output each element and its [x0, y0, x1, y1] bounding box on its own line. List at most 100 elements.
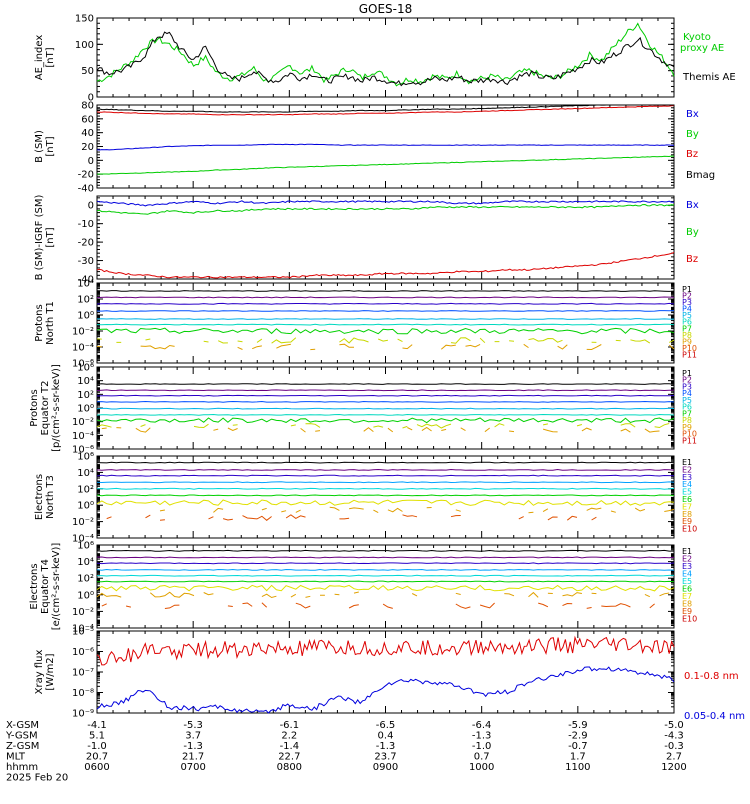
y-axis-label: Electrons: [29, 563, 40, 609]
series-line-1: [96, 666, 675, 714]
orbit-value: -1.3: [183, 741, 203, 752]
orbit-value: 0900: [373, 762, 398, 773]
legend-themis-ae: Themis AE: [682, 72, 736, 83]
panel-b_sm: -40 -20 0 20 40 60 80 B (SM) [nT]: [34, 101, 675, 195]
flux-line-1: [96, 383, 675, 385]
legend-entry: P3: [682, 382, 692, 391]
orbit-row-label: Z-GSM: [6, 741, 39, 752]
flux-line-3: [96, 562, 675, 565]
y-axis-label: [e/(cm²-s-sr-keV)]: [51, 543, 62, 631]
legend-bz: Bz: [686, 254, 698, 265]
y-tick-label: 10⁶: [77, 541, 94, 552]
legend-entry: E3: [682, 473, 692, 482]
orbit-value: 22.7: [278, 752, 300, 763]
y-tick-label: 10⁶: [77, 363, 94, 374]
legend-entry: P2: [682, 292, 692, 301]
flux-line-8: [96, 591, 670, 599]
legend-entry: E2: [682, 465, 692, 474]
y-axis-label: Electrons: [34, 474, 45, 520]
y-tick-label: 0: [88, 201, 94, 212]
orbit-value: 1200: [661, 762, 686, 773]
y-tick-label: 10⁻⁵: [72, 627, 94, 638]
flux-line-1: [96, 290, 675, 292]
legend-entry: P1: [682, 285, 692, 294]
legend-bx: Bx: [686, 109, 699, 120]
y-tick-label: 10²: [77, 390, 94, 401]
flux-line-5: [97, 574, 674, 577]
flux-line-2: [96, 296, 675, 299]
orbit-value: -6.1: [280, 720, 300, 731]
y-tick-label: -20: [78, 238, 94, 249]
legend-entry: E10: [682, 525, 697, 534]
panel-b_igrf: -40 -30 -20 -10 0 B (SM)-IGRF (SM) [nT]: [34, 195, 675, 286]
panel-frame: [96, 282, 675, 364]
flux-line-2: [96, 389, 675, 392]
series-line-0: [96, 22, 675, 87]
orbit-value: -5.0: [664, 720, 684, 731]
y-axis-label: Xray flux: [34, 650, 45, 695]
orbit-value: -0.3: [664, 741, 684, 752]
orbit-value: -1.4: [280, 741, 300, 752]
legend-entry: P9: [682, 337, 692, 346]
y-tick-label: 0: [88, 93, 94, 104]
panel-protons_t1: 10⁻⁶ 10⁻⁴ 10⁻² 10⁰ 10² 10⁴ Protons North T1 P1P2…: [34, 279, 697, 370]
orbit-value: -0.7: [568, 741, 588, 752]
flux-line-8: [96, 337, 675, 344]
series-line-0: [96, 635, 675, 666]
legend-by: By: [686, 227, 699, 238]
y-axis-label: Protons: [29, 389, 40, 426]
legend-entry: E4: [682, 480, 692, 489]
orbit-value: -4.3: [664, 731, 684, 742]
y-axis-label: Equator T4: [40, 559, 51, 614]
legend-entry: E3: [682, 562, 692, 571]
flux-line-6: [96, 323, 675, 326]
orbit-value: 5.1: [89, 731, 105, 742]
y-tick-label: 10⁻²: [72, 327, 94, 338]
y-tick-label: 150: [75, 14, 94, 25]
y-tick-label: 10⁻⁸: [72, 688, 94, 699]
y-tick-label: 10²: [77, 484, 94, 495]
panel-electrons_t4: 10⁻⁴ 10⁻² 10⁰ 10² 10⁴ 10⁶ Electrons Equator T4[…: [29, 541, 697, 635]
flux-line-2: [96, 468, 675, 471]
orbit-value: -6.5: [376, 720, 396, 731]
orbit-row-label: MLT: [6, 752, 26, 763]
y-axis-label: North T1: [45, 301, 56, 345]
y-tick-label: -30: [78, 256, 94, 267]
legend-entry: P8: [682, 331, 692, 340]
flux-line-4: [96, 400, 675, 403]
y-tick-label: 10⁻⁴: [72, 431, 94, 442]
orbit-value: 3.7: [185, 731, 201, 742]
series-line-0: [96, 200, 675, 207]
y-axis-label: Equator T2: [40, 381, 51, 436]
y-tick-label: -40: [78, 275, 94, 286]
legend-entry: E1: [682, 547, 692, 556]
y-tick-label: 10⁻⁴: [72, 624, 94, 635]
y-tick-label: -10: [78, 219, 94, 230]
date-label: 2025 Feb 20: [6, 773, 68, 784]
panel-frame: [96, 630, 675, 714]
orbit-value: 23.7: [374, 752, 396, 763]
legend-proxy-ae: proxy AE: [680, 43, 724, 54]
flux-line-6: [96, 494, 675, 497]
flux-line-9: [101, 426, 660, 433]
flux-line-3: [96, 302, 675, 305]
y-tick-label: 10⁻²: [72, 607, 94, 618]
orbit-value: 2.7: [666, 752, 682, 763]
flux-line-5: [96, 318, 674, 320]
flux-line-7: [96, 327, 675, 335]
flux-line-4: [96, 310, 675, 312]
legend-entry: E7: [682, 592, 692, 601]
flux-line-5: [96, 487, 675, 490]
legend-entry: E7: [682, 502, 692, 511]
flux-line-2: [96, 556, 675, 559]
legend-by: By: [686, 129, 699, 140]
legend-xray-short: 0.05-0.4 nm: [684, 711, 745, 722]
series-line-3: [97, 104, 674, 113]
y-axis-label: [nT]: [45, 47, 56, 67]
legend-entry: P5: [682, 396, 692, 405]
orbit-row-label: hhmm: [6, 762, 38, 773]
orbit-value: 0.4: [378, 731, 394, 742]
y-axis-label: [p/(cm²-s-sr-keV)]: [51, 364, 62, 452]
orbit-row-label: Y-GSM: [5, 731, 38, 742]
